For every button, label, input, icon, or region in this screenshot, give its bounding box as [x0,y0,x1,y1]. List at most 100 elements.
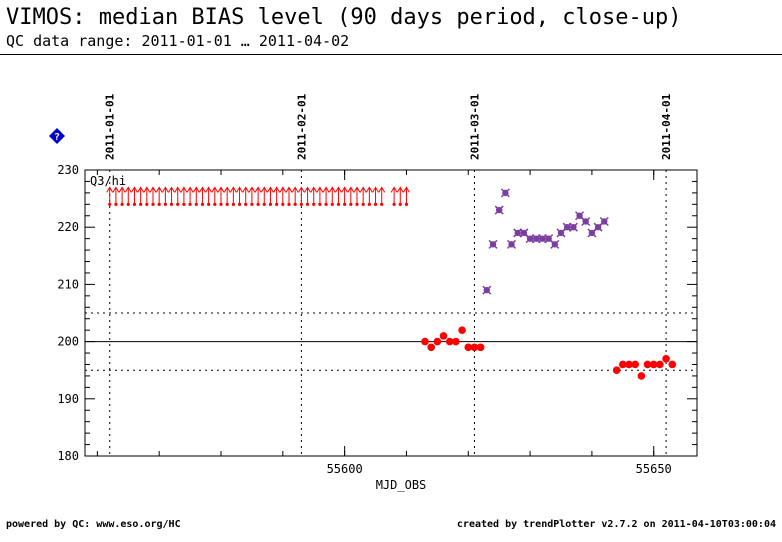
data-point [445,337,454,346]
out-of-range-marker [335,186,342,206]
out-of-range-marker [267,186,274,206]
data-point-star [575,211,585,221]
data-point [625,360,633,369]
out-of-range-marker [149,186,157,206]
out-of-range-marker [118,186,126,206]
data-point [631,360,639,369]
out-of-range-marker [304,186,311,206]
out-of-range-marker [260,186,268,206]
out-of-range-marker [174,186,182,206]
data-point [458,326,466,334]
out-of-range-marker [223,186,231,206]
data-point [452,337,460,346]
data-point-star [500,188,510,198]
out-of-range-marker [297,186,305,206]
data-point [421,337,429,346]
chart-subtitle: QC data range: 2011-01-01 … 2011-04-02 [6,32,350,50]
out-of-range-marker [112,186,120,206]
out-of-range-marker [236,186,243,206]
data-point-star [494,205,504,215]
out-of-range-marker [186,186,194,206]
out-of-range-marker [396,186,404,206]
data-point-star [550,239,560,249]
data-point-star [599,216,609,227]
out-of-range-marker [131,186,138,206]
out-of-range-marker [273,186,281,206]
out-of-range-marker [378,186,386,206]
data-point [619,360,627,369]
x-tick-label: 55650 [636,462,672,476]
data-point [433,337,442,346]
y-tick-label: 190 [57,392,79,406]
out-of-range-marker [106,186,114,206]
out-of-range-marker [211,186,219,206]
out-of-range-marker [365,186,373,206]
y-tick-label: 230 [57,163,79,177]
out-of-range-marker [359,186,367,206]
x-tick-label: 55600 [327,462,363,476]
q3-hi-annotation: Q3/hi [90,174,126,188]
y-tick-label: 220 [57,220,79,234]
date-marker-label: 2011-03-01 [468,93,481,160]
out-of-range-marker [143,186,151,206]
out-of-range-marker [248,186,256,206]
data-point-star [568,222,578,232]
out-of-range-marker [124,186,132,206]
out-of-range-marker [180,186,188,206]
data-point [439,332,448,340]
out-of-range-marker [168,186,175,206]
out-of-range-marker [316,186,324,206]
out-of-range-marker [372,186,379,206]
out-of-range-marker [199,186,206,206]
out-of-range-marker [242,186,250,206]
out-of-range-marker [137,186,145,206]
out-of-range-marker [205,186,213,206]
data-point [656,360,664,369]
out-of-range-marker [279,186,287,206]
out-of-range-marker [353,186,361,206]
date-marker-label: 2011-02-01 [295,93,308,160]
x-axis-label: MJD_OBS [376,478,427,492]
y-tick-label: 210 [57,277,79,291]
y-tick-label: 200 [57,335,79,349]
data-point [464,343,473,352]
help-diamond-icon[interactable]: ? [49,128,65,144]
footer-created-by: created by trendPlotter v2.7.2 on 2011-0… [456,519,776,530]
out-of-range-marker [322,186,330,206]
svg-text:?: ? [54,132,60,143]
data-point [476,343,485,352]
out-of-range-marker [229,186,237,206]
out-of-range-marker [347,186,355,206]
data-point [643,360,652,369]
data-point-star [482,285,492,295]
data-point [662,354,670,363]
data-point-star [488,239,498,249]
date-marker-label: 2011-04-01 [660,93,673,160]
out-of-range-marker [161,186,169,206]
date-marker-label: 2011-01-01 [104,93,117,160]
out-of-range-marker [192,186,200,206]
data-point [612,366,621,375]
out-of-range-marker [310,186,318,206]
footer-powered-by: powered by QC: www.eso.org/HC [6,519,181,530]
out-of-range-marker [217,186,225,206]
data-point [427,343,435,352]
data-point [637,372,646,380]
out-of-range-marker [341,186,349,206]
data-point [668,360,677,369]
y-tick-label: 180 [57,449,79,463]
out-of-range-marker [155,186,163,206]
chart-title: VIMOS: median BIAS level (90 days period… [6,5,682,30]
out-of-range-marker [285,186,293,206]
out-of-range-marker [328,186,336,206]
out-of-range-marker [390,186,398,206]
data-point [470,343,479,352]
out-of-range-marker [291,186,299,206]
header-divider [0,54,782,55]
data-point [649,360,658,369]
data-point-star [507,239,517,249]
out-of-range-marker [254,186,262,206]
data-point-star [581,216,591,227]
out-of-range-marker [403,186,410,206]
